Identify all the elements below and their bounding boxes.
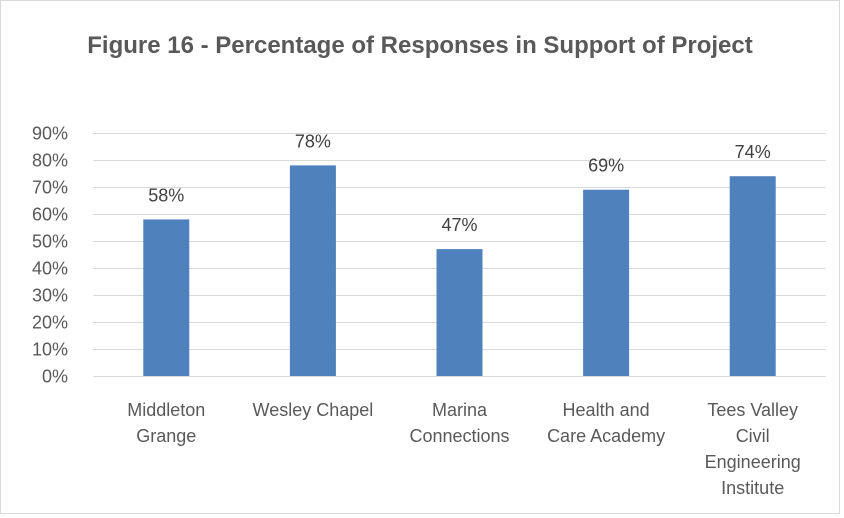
x-tick-label: Civil bbox=[736, 426, 770, 446]
x-tick-label: Health and bbox=[563, 400, 650, 420]
bar bbox=[436, 249, 483, 376]
data-label: 74% bbox=[735, 142, 771, 162]
x-tick-label: Wesley Chapel bbox=[253, 400, 374, 420]
y-tick-label: 50% bbox=[32, 232, 68, 252]
x-tick-label: Tees Valley bbox=[707, 400, 798, 420]
x-tick-label: Institute bbox=[721, 478, 784, 498]
x-tick-label: Grange bbox=[136, 426, 196, 446]
y-tick-label: 80% bbox=[32, 151, 68, 171]
y-tick-label: 90% bbox=[32, 124, 68, 144]
bar bbox=[583, 189, 630, 376]
x-tick-label: Connections bbox=[409, 426, 509, 446]
y-tick-label: 70% bbox=[32, 178, 68, 198]
y-tick-label: 40% bbox=[32, 259, 68, 279]
y-tick-label: 0% bbox=[42, 367, 68, 387]
x-tick-label: Engineering bbox=[705, 452, 801, 472]
bar bbox=[289, 165, 336, 376]
x-tick-label: Care Academy bbox=[547, 426, 665, 446]
y-tick-label: 10% bbox=[32, 340, 68, 360]
data-label: 58% bbox=[148, 185, 184, 205]
data-label: 69% bbox=[588, 156, 624, 176]
bar bbox=[143, 219, 190, 376]
data-label: 47% bbox=[441, 215, 477, 235]
bar bbox=[729, 176, 776, 376]
y-tick-label: 30% bbox=[32, 286, 68, 306]
y-tick-label: 20% bbox=[32, 313, 68, 333]
y-tick-label: 60% bbox=[32, 205, 68, 225]
chart-title: Figure 16 - Percentage of Responses in S… bbox=[87, 32, 753, 59]
x-tick-label: Middleton bbox=[127, 400, 205, 420]
data-label: 78% bbox=[295, 131, 331, 151]
x-tick-label: Marina bbox=[432, 400, 488, 420]
